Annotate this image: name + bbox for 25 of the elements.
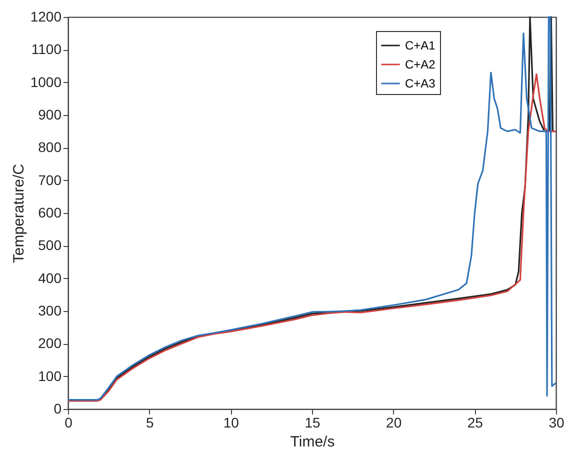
y-tick-label: 600 (38, 204, 62, 220)
legend-label: C+A1 (405, 38, 436, 52)
x-axis-title: Time/s (290, 434, 335, 450)
y-tick-label: 1100 (31, 41, 62, 58)
x-tick-label: 25 (467, 414, 484, 430)
x-tick-label: 10 (223, 414, 240, 430)
y-tick-label: 200 (38, 335, 62, 352)
legend-label: C+A2 (405, 58, 436, 72)
x-tick-label: 15 (304, 414, 320, 430)
y-tick-label: 500 (38, 237, 62, 254)
y-tick-label: 700 (38, 172, 62, 188)
legend-label: C+A3 (405, 76, 436, 90)
y-tick-label: 800 (38, 139, 62, 156)
y-axis-title: Temperature/C (10, 164, 28, 264)
y-tick-label: 1000 (30, 74, 62, 90)
y-tick-label: 400 (38, 270, 62, 286)
y-tick-label: 0 (54, 400, 62, 416)
x-tick-label: 0 (64, 414, 73, 430)
x-tick-label: 20 (386, 414, 402, 430)
y-tick-label: 100 (38, 368, 62, 384)
x-tick-label: 5 (146, 414, 154, 430)
y-tick-label: 300 (38, 302, 62, 318)
x-tick-label: 30 (548, 414, 564, 430)
y-tick-label: 1200 (30, 8, 62, 24)
y-tick-label: 900 (38, 106, 62, 122)
